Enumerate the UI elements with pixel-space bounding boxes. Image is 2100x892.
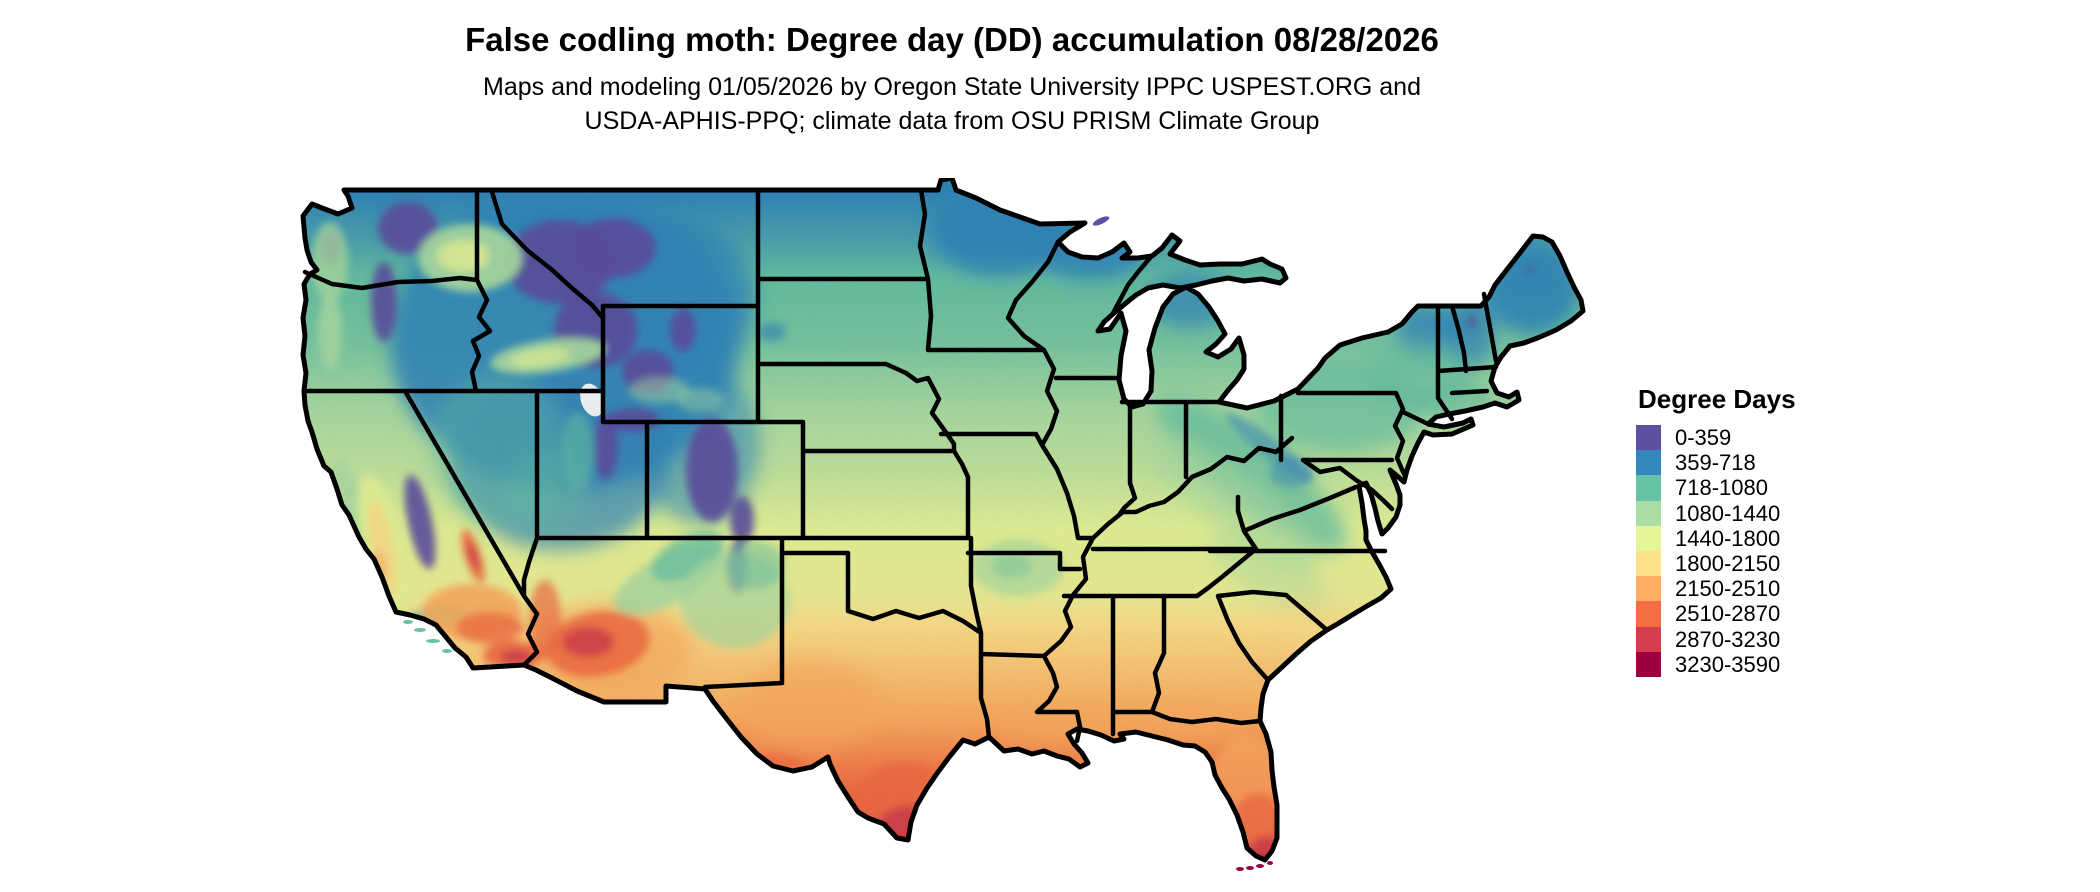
florida-keys bbox=[1267, 861, 1273, 865]
legend-swatch bbox=[1636, 626, 1661, 652]
map-legend: Degree Days 0-359 359-718 718-1080 1080-144… bbox=[1636, 384, 1796, 677]
legend-label: 0-359 bbox=[1675, 425, 1732, 450]
legend-label: 359-718 bbox=[1675, 450, 1756, 476]
state-borders bbox=[301, 187, 1499, 744]
legend-label: 1800-2150 bbox=[1675, 550, 1781, 576]
florida-keys bbox=[1256, 864, 1264, 868]
legend-label: 1440-1800 bbox=[1675, 525, 1781, 551]
legend-row: 2870-3230 bbox=[1636, 626, 1796, 652]
legend-swatch bbox=[1636, 576, 1661, 602]
legend-row: 1440-1800 bbox=[1636, 525, 1796, 551]
legend-swatch bbox=[1636, 425, 1661, 451]
channel-island bbox=[403, 620, 413, 624]
legend-swatch bbox=[1636, 601, 1661, 627]
channel-island bbox=[414, 628, 426, 632]
legend-rows: 0-359 359-718 718-1080 1080-1440 1440-1800 18… bbox=[1636, 425, 1796, 677]
legend-label: 1080-1440 bbox=[1675, 500, 1781, 526]
channel-island bbox=[426, 639, 440, 643]
isle-royale bbox=[1092, 216, 1110, 226]
us-degree-day-map bbox=[300, 175, 1586, 871]
legend-row: 359-718 bbox=[1636, 450, 1796, 476]
subtitle-line-1: Maps and modeling 01/05/2026 by Oregon S… bbox=[483, 73, 1421, 101]
legend-swatch bbox=[1636, 651, 1661, 677]
subtitle-line-2: USDA-APHIS-PPQ; climate data from OSU PR… bbox=[584, 107, 1320, 135]
legend-swatch bbox=[1636, 525, 1661, 551]
legend-row: 3230-3590 bbox=[1636, 651, 1796, 677]
florida-keys bbox=[1246, 866, 1254, 870]
legend-swatch bbox=[1636, 500, 1661, 526]
map-frame bbox=[290, 175, 1590, 878]
channel-island bbox=[442, 649, 452, 653]
legend-title: Degree Days bbox=[1638, 384, 1796, 414]
map-header: False codling moth: Degree day (DD) accu… bbox=[0, 20, 1904, 138]
legend-row: 0-359 bbox=[1636, 425, 1796, 451]
legend-label: 2510-2870 bbox=[1675, 601, 1781, 627]
legend-swatch bbox=[1636, 550, 1661, 577]
legend-label: 3230-3590 bbox=[1675, 651, 1781, 677]
legend-label: 718-1080 bbox=[1675, 475, 1768, 501]
legend-swatch bbox=[1636, 475, 1661, 501]
legend-row: 2510-2870 bbox=[1636, 601, 1796, 627]
legend-label: 2150-2510 bbox=[1675, 576, 1781, 602]
page-subtitle: Maps and modeling 01/05/2026 by Oregon S… bbox=[0, 70, 1904, 138]
legend-row: 718-1080 bbox=[1636, 475, 1796, 501]
page-title: False codling moth: Degree day (DD) accu… bbox=[465, 21, 1439, 58]
legend-swatch bbox=[1636, 450, 1661, 476]
florida-keys bbox=[1236, 867, 1244, 871]
offshore-islands bbox=[403, 216, 1273, 871]
legend-row: 2150-2510 bbox=[1636, 576, 1796, 602]
legend-row: 1800-2150 bbox=[1636, 550, 1796, 577]
legend-row: 1080-1440 bbox=[1636, 500, 1796, 526]
legend-label: 2870-3230 bbox=[1675, 626, 1781, 652]
us-coastline-outline bbox=[300, 175, 1586, 863]
